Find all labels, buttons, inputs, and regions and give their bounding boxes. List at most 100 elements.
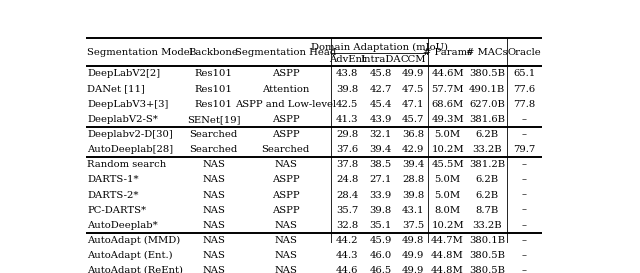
Text: 24.8: 24.8 [336, 176, 358, 184]
Text: –: – [522, 115, 527, 124]
Text: 49.8: 49.8 [402, 236, 424, 245]
Text: 46.5: 46.5 [370, 266, 392, 273]
Text: 77.6: 77.6 [513, 85, 536, 94]
Text: 6.2B: 6.2B [476, 130, 499, 139]
Text: NAS: NAS [274, 251, 297, 260]
Text: 46.0: 46.0 [370, 251, 392, 260]
Text: 45.9: 45.9 [370, 236, 392, 245]
Text: Searched: Searched [189, 130, 238, 139]
Text: 43.1: 43.1 [402, 206, 424, 215]
Text: 43.9: 43.9 [370, 115, 392, 124]
Text: DARTS-2*: DARTS-2* [87, 191, 138, 200]
Text: –: – [522, 130, 527, 139]
Text: AdvEnt: AdvEnt [328, 55, 365, 64]
Text: SENet[19]: SENet[19] [187, 115, 241, 124]
Text: –: – [522, 236, 527, 245]
Text: NAS: NAS [202, 251, 225, 260]
Text: 79.7: 79.7 [513, 145, 536, 154]
Text: 47.5: 47.5 [402, 85, 424, 94]
Text: 42.5: 42.5 [336, 100, 358, 109]
Text: 49.3M: 49.3M [431, 115, 464, 124]
Text: 68.6M: 68.6M [431, 100, 463, 109]
Text: 381.2B: 381.2B [469, 160, 505, 169]
Text: Searched: Searched [189, 145, 238, 154]
Text: ASPP: ASPP [272, 115, 300, 124]
Text: Random search: Random search [87, 160, 166, 169]
Text: –: – [522, 221, 527, 230]
Text: 45.7: 45.7 [402, 115, 424, 124]
Text: 45.8: 45.8 [370, 69, 392, 78]
Text: 39.8: 39.8 [370, 206, 392, 215]
Text: 6.2B: 6.2B [476, 191, 499, 200]
Text: 10.2M: 10.2M [431, 145, 464, 154]
Text: ASPP: ASPP [272, 69, 300, 78]
Text: 44.8M: 44.8M [431, 266, 464, 273]
Text: 47.1: 47.1 [402, 100, 424, 109]
Text: 32.1: 32.1 [370, 130, 392, 139]
Text: PC-DARTS*: PC-DARTS* [87, 206, 146, 215]
Text: 36.8: 36.8 [403, 130, 424, 139]
Text: 44.8M: 44.8M [431, 251, 464, 260]
Text: Segmentation Model: Segmentation Model [87, 48, 193, 57]
Text: 37.6: 37.6 [336, 145, 358, 154]
Text: 27.1: 27.1 [370, 176, 392, 184]
Text: 5.0M: 5.0M [435, 130, 461, 139]
Text: Backbone: Backbone [189, 48, 239, 57]
Text: 33.9: 33.9 [370, 191, 392, 200]
Text: –: – [522, 191, 527, 200]
Text: 10.2M: 10.2M [431, 221, 464, 230]
Text: 381.6B: 381.6B [469, 115, 505, 124]
Text: 33.2B: 33.2B [472, 221, 502, 230]
Text: Oracle: Oracle [508, 48, 541, 57]
Text: DeeplabV2-S*: DeeplabV2-S* [87, 115, 158, 124]
Text: 380.1B: 380.1B [469, 236, 505, 245]
Text: NAS: NAS [202, 266, 225, 273]
Text: AutoDeeplab*: AutoDeeplab* [87, 221, 157, 230]
Text: –: – [522, 251, 527, 260]
Text: 8.0M: 8.0M [435, 206, 461, 215]
Text: 8.7B: 8.7B [476, 206, 499, 215]
Text: –: – [522, 266, 527, 273]
Text: AutoAdapt (Ent.): AutoAdapt (Ent.) [87, 251, 173, 260]
Text: 6.2B: 6.2B [476, 176, 499, 184]
Text: 380.5B: 380.5B [469, 251, 505, 260]
Text: DANet [11]: DANet [11] [87, 85, 145, 94]
Text: 28.4: 28.4 [336, 191, 358, 200]
Text: AutoDeeplab[28]: AutoDeeplab[28] [87, 145, 173, 154]
Text: 380.5B: 380.5B [469, 69, 505, 78]
Text: 44.6M: 44.6M [431, 69, 464, 78]
Text: –: – [522, 160, 527, 169]
Text: –: – [522, 176, 527, 184]
Text: NAS: NAS [202, 221, 225, 230]
Text: 5.0M: 5.0M [435, 191, 461, 200]
Text: 627.0B: 627.0B [469, 100, 505, 109]
Text: 490.1B: 490.1B [469, 85, 506, 94]
Text: NAS: NAS [274, 266, 297, 273]
Text: 49.9: 49.9 [402, 266, 424, 273]
Text: Attention: Attention [262, 85, 309, 94]
Text: 32.8: 32.8 [336, 221, 358, 230]
Text: 33.2B: 33.2B [472, 145, 502, 154]
Text: 37.8: 37.8 [336, 160, 358, 169]
Text: 39.4: 39.4 [402, 160, 424, 169]
Text: 29.8: 29.8 [336, 130, 358, 139]
Text: Deeplabv2-D[30]: Deeplabv2-D[30] [87, 130, 173, 139]
Text: Domain Adaptation (mIoU): Domain Adaptation (mIoU) [311, 43, 448, 52]
Text: ASPP: ASPP [272, 206, 300, 215]
Text: DeepLabV3+[3]: DeepLabV3+[3] [87, 100, 168, 109]
Text: 65.1: 65.1 [513, 69, 536, 78]
Text: 42.7: 42.7 [370, 85, 392, 94]
Text: CCM: CCM [401, 55, 426, 64]
Text: 38.5: 38.5 [370, 160, 392, 169]
Text: ASPP: ASPP [272, 191, 300, 200]
Text: Res101: Res101 [195, 85, 232, 94]
Text: 380.5B: 380.5B [469, 266, 505, 273]
Text: 45.5M: 45.5M [431, 160, 464, 169]
Text: 49.9: 49.9 [402, 69, 424, 78]
Text: 44.6: 44.6 [336, 266, 358, 273]
Text: 57.7M: 57.7M [431, 85, 464, 94]
Text: 28.8: 28.8 [402, 176, 424, 184]
Text: NAS: NAS [274, 236, 297, 245]
Text: 39.8: 39.8 [402, 191, 424, 200]
Text: 42.9: 42.9 [402, 145, 424, 154]
